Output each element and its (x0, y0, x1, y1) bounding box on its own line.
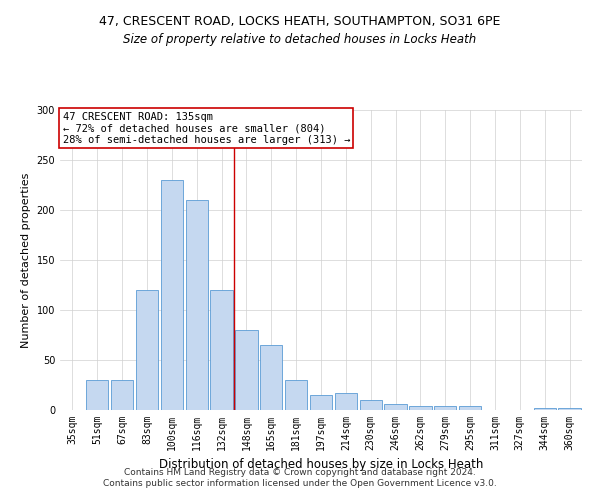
X-axis label: Distribution of detached houses by size in Locks Heath: Distribution of detached houses by size … (159, 458, 483, 471)
Bar (235, 330, 257, 410)
Bar (459, 406, 481, 410)
Bar (111, 380, 133, 410)
Bar (533, 408, 556, 410)
Bar (385, 404, 407, 410)
Bar (86, 380, 109, 410)
Text: 47, CRESCENT ROAD, LOCKS HEATH, SOUTHAMPTON, SO31 6PE: 47, CRESCENT ROAD, LOCKS HEATH, SOUTHAMP… (100, 15, 500, 28)
Text: Contains HM Land Registry data © Crown copyright and database right 2024.
Contai: Contains HM Land Registry data © Crown c… (103, 468, 497, 487)
Text: 47 CRESCENT ROAD: 135sqm
← 72% of detached houses are smaller (804)
28% of semi-: 47 CRESCENT ROAD: 135sqm ← 72% of detach… (62, 112, 350, 144)
Bar (285, 380, 307, 410)
Bar (136, 290, 158, 410)
Bar (260, 345, 283, 410)
Bar (559, 408, 581, 410)
Bar (161, 180, 183, 410)
Bar (359, 400, 382, 410)
Text: Size of property relative to detached houses in Locks Heath: Size of property relative to detached ho… (124, 32, 476, 46)
Bar (211, 290, 233, 410)
Y-axis label: Number of detached properties: Number of detached properties (21, 172, 31, 348)
Bar (434, 406, 457, 410)
Bar (185, 200, 208, 410)
Bar (409, 406, 431, 410)
Bar (310, 395, 332, 410)
Bar (335, 393, 357, 410)
